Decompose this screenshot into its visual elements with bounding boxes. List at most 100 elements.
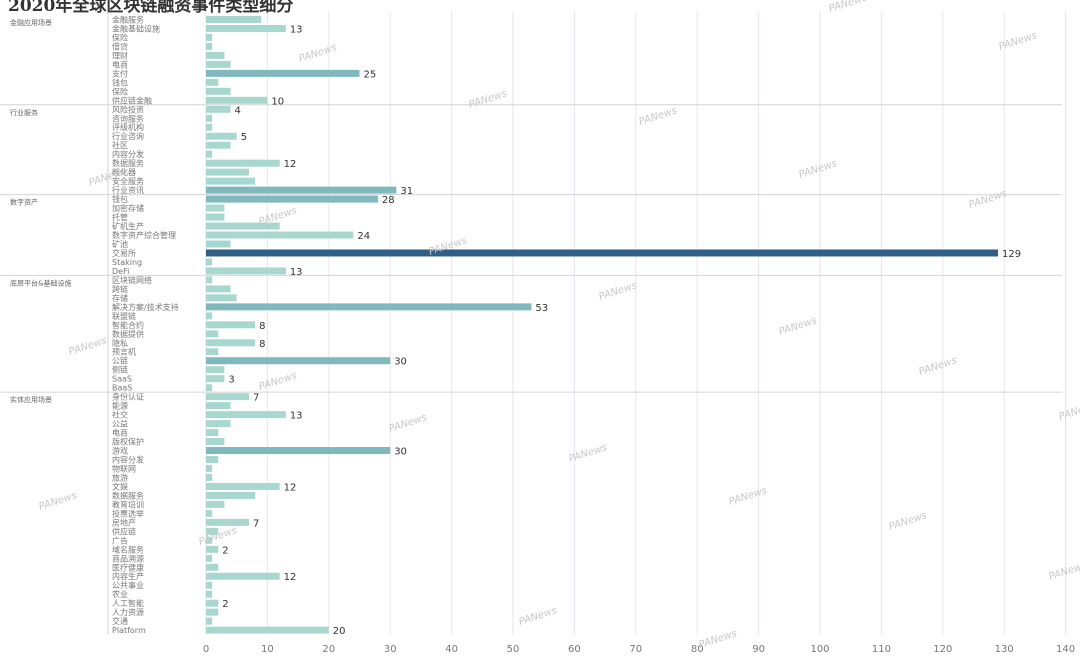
- category-label: 公链: [112, 356, 128, 366]
- value-label: 12: [284, 159, 297, 170]
- category-label: SaaS: [112, 375, 132, 384]
- bar: [206, 52, 224, 59]
- bar: [206, 303, 531, 310]
- watermark: PANews: [568, 442, 609, 465]
- watermark: PANews: [258, 370, 299, 393]
- category-label: 行业咨询: [112, 131, 144, 141]
- x-tick-label: 40: [445, 644, 458, 655]
- value-label: 31: [400, 186, 413, 197]
- category-label: DeFi: [112, 267, 129, 276]
- bar: [206, 492, 255, 499]
- group-label: 金融应用场景: [10, 18, 52, 27]
- category-label: 保险: [112, 32, 128, 42]
- value-label: 129: [1002, 249, 1021, 260]
- bar: [206, 124, 212, 131]
- bar: [206, 591, 212, 598]
- x-tick-label: 20: [322, 644, 335, 655]
- watermark: PANews: [638, 105, 679, 128]
- category-label: 区块链网络: [112, 275, 152, 285]
- category-label: 交通: [112, 616, 128, 626]
- watermark: PANews: [388, 412, 429, 435]
- bar: [206, 600, 218, 607]
- category-label: 房地产: [112, 517, 136, 527]
- bar: [206, 312, 212, 319]
- category-label: 公益: [112, 419, 128, 429]
- category-label: 电商: [112, 59, 128, 69]
- bar: [206, 285, 231, 292]
- bar: [206, 106, 231, 113]
- category-label: 供应链: [112, 526, 136, 536]
- bar: [206, 267, 286, 274]
- category-label: 社区: [112, 140, 128, 150]
- category-label: 预言机: [112, 347, 136, 357]
- bar: [206, 330, 218, 337]
- category-label: 人工智能: [112, 598, 144, 608]
- bar: [206, 384, 212, 391]
- bar-chart: 金融应用场景行业服务数字资产底层平台&基础设施实体应用场景金融服务金融基础设施 1…: [0, 0, 1080, 657]
- category-label: 物联网: [112, 463, 136, 473]
- bar: [206, 142, 231, 149]
- x-tick-label: 130: [995, 644, 1014, 655]
- category-label: 公共事业: [112, 580, 144, 590]
- category-label: 数据服务: [112, 490, 144, 500]
- bar: [206, 97, 267, 104]
- x-tick-label: 30: [384, 644, 397, 655]
- bar: [206, 519, 249, 526]
- value-label: 2: [222, 599, 228, 610]
- category-label: 托管: [112, 212, 128, 222]
- bar: [206, 627, 329, 634]
- bar: [206, 375, 224, 382]
- x-tick-label: 10: [261, 644, 274, 655]
- x-tick-label: 70: [629, 644, 642, 655]
- bar: [206, 456, 218, 463]
- value-label: 30: [394, 447, 407, 458]
- watermark: PANews: [518, 605, 559, 628]
- value-label: 20: [333, 626, 346, 637]
- group-label: 行业服务: [10, 108, 38, 117]
- category-label: 行业资讯: [112, 185, 144, 195]
- category-label: 联盟链: [112, 311, 136, 321]
- bar: [206, 241, 231, 248]
- bar: [206, 133, 237, 140]
- value-label: 24: [357, 231, 370, 242]
- category-label: Platform: [112, 626, 146, 635]
- value-label: 13: [290, 24, 303, 35]
- watermark: PANews: [468, 88, 509, 111]
- watermark: PANews: [598, 280, 639, 303]
- category-label: 跨链: [112, 284, 128, 294]
- category-label: 域名服务: [112, 544, 144, 554]
- bar: [206, 249, 998, 256]
- value-label: 7: [253, 518, 259, 529]
- bar: [206, 510, 212, 517]
- category-label: 电商: [112, 428, 128, 438]
- group-label: 底层平台&基础设施: [10, 278, 71, 287]
- category-label: 咨询服务: [112, 113, 144, 123]
- bar: [206, 339, 255, 346]
- category-label: 内容分发: [112, 455, 144, 465]
- watermark: PANews: [698, 628, 739, 651]
- category-label: 社交: [112, 410, 128, 420]
- bar: [206, 214, 224, 221]
- value-label: 4: [235, 105, 241, 116]
- bar: [206, 276, 212, 283]
- bar: [206, 411, 286, 418]
- category-label: 投票选举: [112, 508, 144, 518]
- category-label: 医疗健康: [112, 562, 144, 572]
- bar: [206, 79, 218, 86]
- bar: [206, 465, 212, 472]
- category-label: 理财: [112, 50, 128, 60]
- category-label: 钱包: [112, 77, 128, 87]
- bar: [206, 321, 255, 328]
- category-label: 存储: [112, 293, 128, 303]
- bar: [206, 618, 212, 625]
- bar: [206, 169, 249, 176]
- bar: [206, 70, 360, 77]
- watermark: PANews: [778, 315, 819, 338]
- category-label: 隐私: [112, 338, 128, 348]
- chart-root: 2020年全球区块链融资事件类型细分 金融应用场景 行业服务 数字资产 底层平台&基础…: [0, 0, 1080, 657]
- bar: [206, 294, 237, 301]
- bar: [206, 357, 390, 364]
- category-label: 游戏: [112, 446, 128, 456]
- bar: [206, 582, 212, 589]
- x-tick-label: 50: [507, 644, 520, 655]
